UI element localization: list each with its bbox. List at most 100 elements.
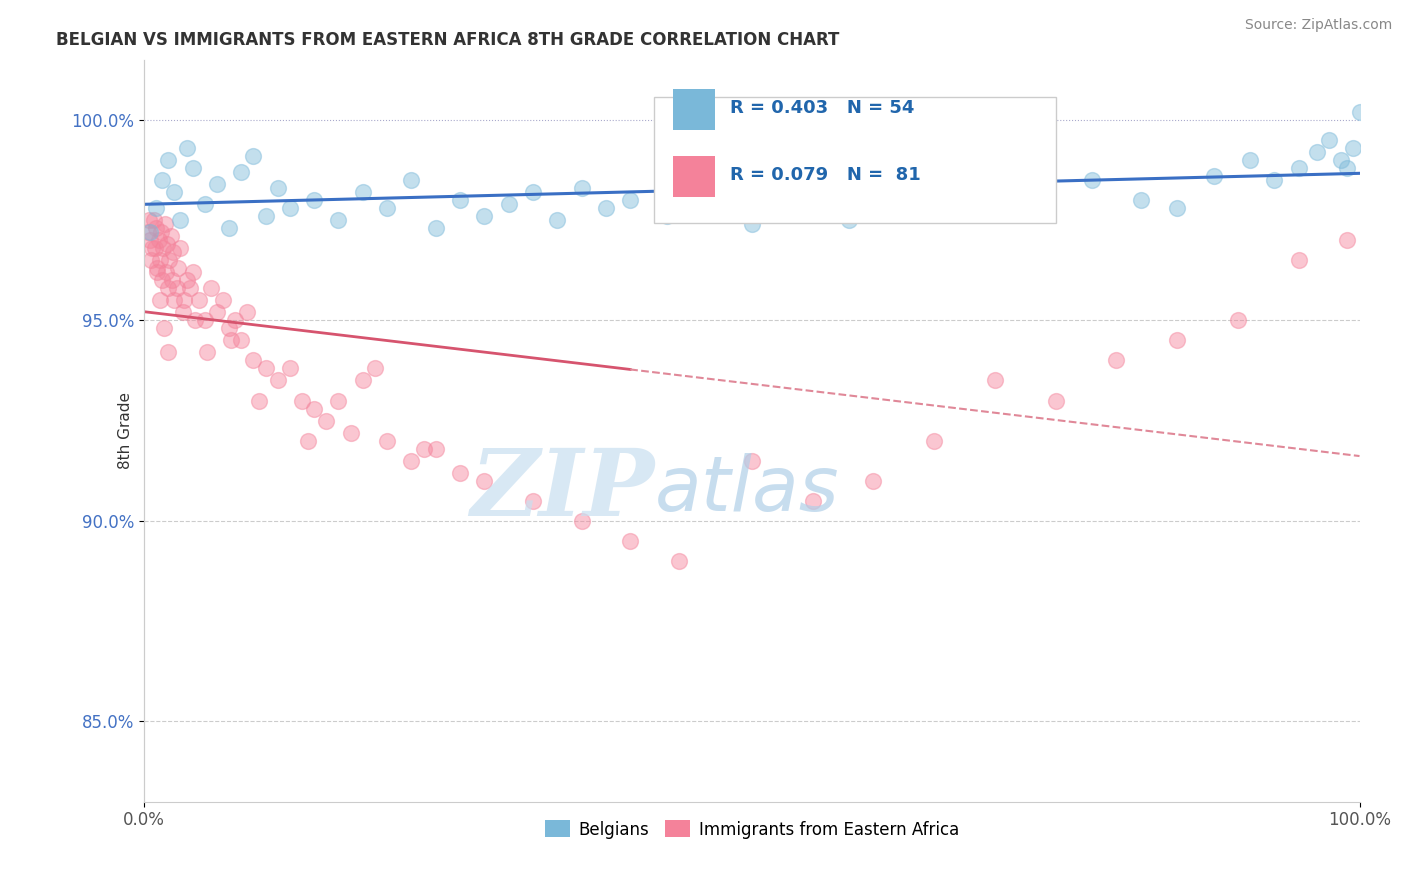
Point <box>266 181 288 195</box>
Point <box>1105 353 1128 368</box>
Point <box>401 453 423 467</box>
Bar <box>672 89 716 130</box>
Point <box>668 554 690 568</box>
Point <box>146 265 169 279</box>
Point <box>1202 169 1225 183</box>
Point <box>169 241 191 255</box>
Point <box>1306 145 1329 159</box>
Text: R = 0.079   N =  81: R = 0.079 N = 81 <box>730 166 921 184</box>
Point <box>187 293 209 308</box>
Point <box>231 165 253 179</box>
Point <box>162 245 184 260</box>
Point <box>619 193 641 207</box>
Point <box>242 149 264 163</box>
Point <box>315 413 337 427</box>
Point <box>1317 133 1340 147</box>
Point <box>302 401 325 416</box>
Point <box>1032 197 1054 211</box>
Point <box>352 185 374 199</box>
Point <box>231 334 253 348</box>
Point <box>472 474 495 488</box>
Text: ZIP: ZIP <box>470 445 654 535</box>
Point <box>159 253 181 268</box>
Point <box>364 361 387 376</box>
Point <box>145 221 167 235</box>
Point <box>163 293 186 308</box>
Point <box>425 442 447 456</box>
Point <box>136 225 159 239</box>
Text: Source: ZipAtlas.com: Source: ZipAtlas.com <box>1244 18 1392 32</box>
Point <box>266 374 288 388</box>
Point <box>291 393 314 408</box>
Point <box>145 261 167 276</box>
Point <box>179 281 201 295</box>
Point <box>150 273 173 287</box>
Point <box>169 213 191 227</box>
Point <box>200 281 222 295</box>
Point <box>412 442 434 456</box>
Point <box>139 225 162 239</box>
Point <box>1081 173 1104 187</box>
Text: BELGIAN VS IMMIGRANTS FROM EASTERN AFRICA 8TH GRADE CORRELATION CHART: BELGIAN VS IMMIGRANTS FROM EASTERN AFRIC… <box>56 31 839 49</box>
Point <box>375 434 398 448</box>
Point <box>692 177 714 191</box>
Point <box>1336 233 1358 247</box>
Y-axis label: 8th Grade: 8th Grade <box>118 392 132 469</box>
FancyBboxPatch shape <box>654 96 1056 223</box>
Point <box>149 293 172 308</box>
Point <box>1336 161 1358 175</box>
Point <box>801 197 824 211</box>
Point <box>328 213 350 227</box>
Point <box>1288 161 1310 175</box>
Point <box>741 201 763 215</box>
Point <box>1288 253 1310 268</box>
Point <box>571 181 593 195</box>
Point <box>655 209 678 223</box>
Point <box>166 281 188 295</box>
Point <box>619 533 641 548</box>
Point <box>249 393 271 408</box>
Point <box>862 474 884 488</box>
Point <box>157 153 180 167</box>
Point <box>173 293 195 308</box>
Point <box>138 213 160 227</box>
Point <box>741 453 763 467</box>
Point <box>218 321 240 335</box>
Point <box>449 193 471 207</box>
Point <box>145 201 167 215</box>
Point <box>1348 104 1371 119</box>
Point <box>1045 393 1067 408</box>
Bar <box>672 156 716 197</box>
Point <box>181 265 204 279</box>
Point <box>205 177 228 191</box>
Point <box>153 217 176 231</box>
Point <box>1263 173 1285 187</box>
Point <box>352 374 374 388</box>
Point <box>571 514 593 528</box>
Point <box>801 493 824 508</box>
Legend: Belgians, Immigrants from Eastern Africa: Belgians, Immigrants from Eastern Africa <box>538 814 966 846</box>
Point <box>339 425 361 440</box>
Point <box>328 393 350 408</box>
Point <box>184 313 207 327</box>
Point <box>449 466 471 480</box>
Point <box>176 273 198 287</box>
Point <box>141 253 163 268</box>
Point <box>221 334 243 348</box>
Point <box>886 185 908 199</box>
Point <box>150 173 173 187</box>
Point <box>148 233 170 247</box>
Point <box>176 141 198 155</box>
Point <box>1239 153 1261 167</box>
Point <box>984 181 1007 195</box>
Point <box>181 161 204 175</box>
Point <box>194 197 217 211</box>
Point <box>172 305 194 319</box>
Point <box>1129 193 1152 207</box>
Point <box>838 213 860 227</box>
Point <box>149 253 172 268</box>
Point <box>156 237 179 252</box>
Point <box>278 361 301 376</box>
Point <box>546 213 568 227</box>
Point <box>278 201 301 215</box>
